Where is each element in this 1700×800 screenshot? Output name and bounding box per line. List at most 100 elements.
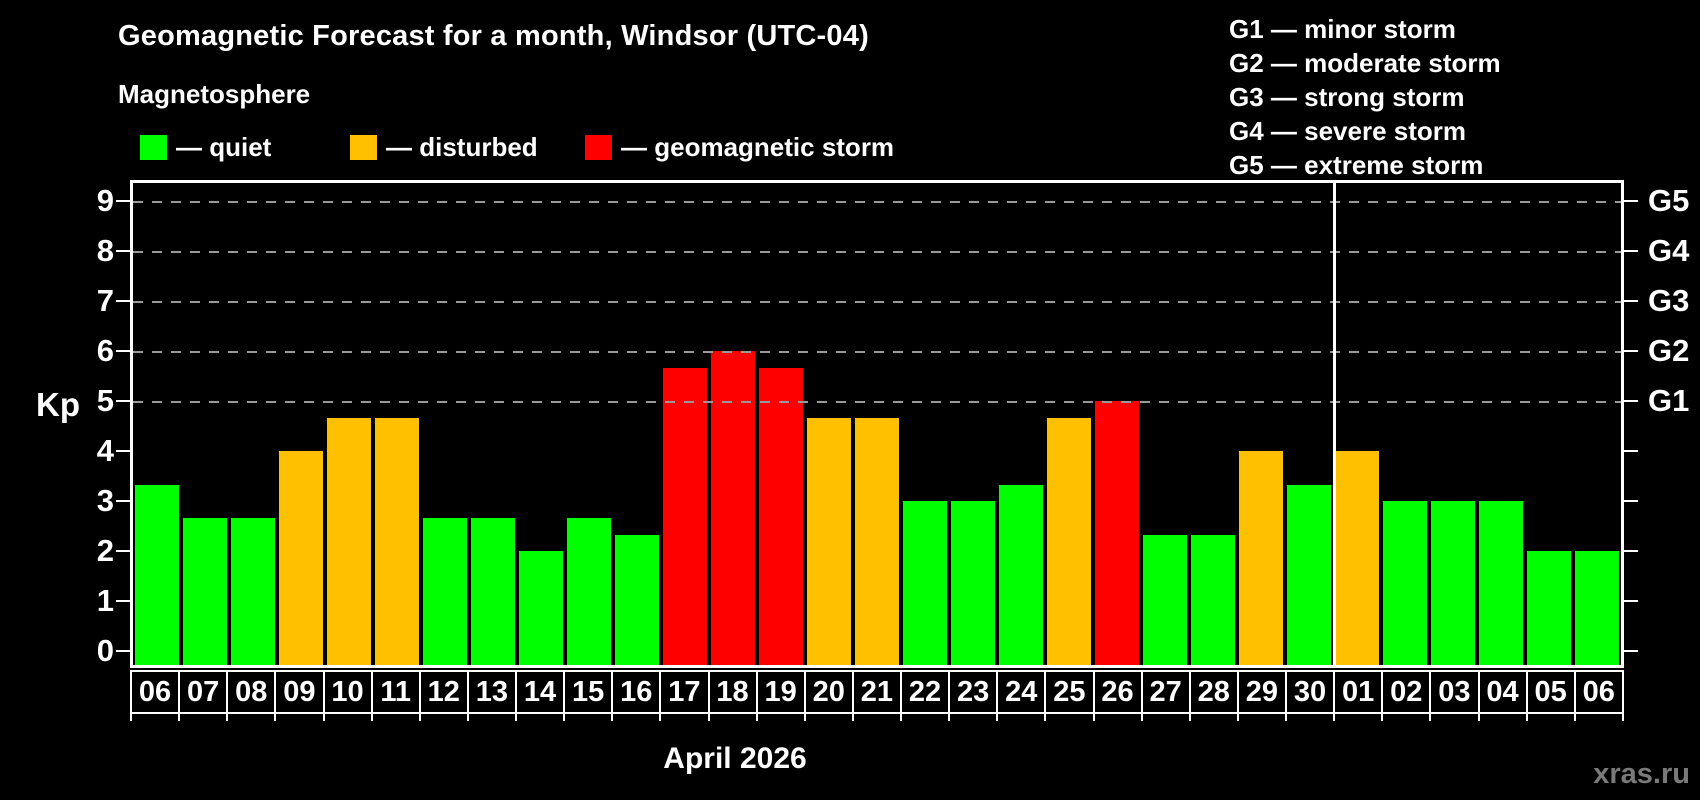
watermark: xras.ru <box>1593 758 1690 790</box>
bar-slot-24 <box>997 183 1045 665</box>
day-label: 25 <box>1044 670 1095 714</box>
day-label: 03 <box>1429 670 1480 714</box>
day-boundary-tick <box>1236 712 1285 721</box>
day-label: 02 <box>1381 670 1432 714</box>
day-boundary-tick <box>755 712 804 721</box>
day-boundary-tick <box>659 712 707 721</box>
kp-bar-10 <box>327 417 371 665</box>
y-axis-label-2: 2 <box>96 533 114 568</box>
day-label: 24 <box>996 670 1047 714</box>
month-separator-line <box>1333 183 1336 665</box>
y-axis-label-3: 3 <box>96 483 114 518</box>
kp-bar-28 <box>1191 534 1235 665</box>
axis-tick <box>1624 400 1638 402</box>
day-boundary-tick <box>1525 712 1574 721</box>
kp-bar-01 <box>1335 451 1379 665</box>
bar-slot-05 <box>1525 183 1573 665</box>
kp-bar-06 <box>135 484 179 665</box>
axis-tick <box>1624 500 1638 502</box>
bar-slot-02 <box>1381 183 1429 665</box>
day-label: 27 <box>1140 670 1191 714</box>
magnetosphere-label: Magnetosphere <box>118 79 311 109</box>
day-label: 26 <box>1092 670 1143 714</box>
day-label: 04 <box>1477 670 1528 714</box>
kp-bar-16 <box>615 534 659 665</box>
day-label: 23 <box>948 670 999 714</box>
day-boundary-tick <box>226 712 274 721</box>
gridline-kp-5 <box>133 401 1621 403</box>
day-label: 01 <box>1333 670 1384 714</box>
day-label: 09 <box>274 670 325 714</box>
bar-slot-06 <box>1573 183 1621 665</box>
g4-legend-line: G4 — severe storm <box>1229 116 1467 146</box>
kp-bar-24 <box>999 484 1043 665</box>
axis-tick <box>116 400 130 402</box>
day-boundary-tick <box>996 712 1044 721</box>
day-boundary-tick <box>1092 712 1141 721</box>
day-label: 30 <box>1285 670 1336 714</box>
kp-bar-27 <box>1143 534 1187 665</box>
day-boundary-tick <box>515 712 563 721</box>
kp-bar-08 <box>231 517 275 665</box>
day-boundary-tick <box>466 712 515 721</box>
bar-slot-03 <box>1429 183 1477 665</box>
quiet-legend-label: — quiet <box>176 132 272 162</box>
g-axis-label-G2: G2 <box>1648 333 1690 368</box>
disturbed-legend-swatch <box>350 135 377 160</box>
kp-bar-19 <box>759 367 803 665</box>
y-axis-label-5: 5 <box>96 383 114 418</box>
bar-slot-17 <box>661 183 709 665</box>
bar-slot-14 <box>517 183 565 665</box>
bar-slot-18 <box>709 183 757 665</box>
day-boundary-tick <box>611 712 659 721</box>
axis-tick <box>116 200 130 202</box>
bar-slot-12 <box>421 183 469 665</box>
kp-bar-05 <box>1527 551 1571 665</box>
bar-slot-26 <box>1093 183 1141 665</box>
bar-slot-06 <box>133 183 181 665</box>
kp-bar-26 <box>1095 401 1139 665</box>
y-axis-label-8: 8 <box>96 233 114 268</box>
g3-legend-line: G3 — strong storm <box>1229 82 1465 112</box>
kp-bar-23 <box>951 501 995 665</box>
axis-tick <box>116 650 130 652</box>
bar-slot-25 <box>1045 183 1093 665</box>
axis-tick <box>1624 550 1638 552</box>
gridline-kp-7 <box>133 301 1621 303</box>
kp-bar-09 <box>279 451 323 665</box>
bar-slot-23 <box>949 183 997 665</box>
kp-bar-30 <box>1287 484 1331 665</box>
axis-tick <box>1624 300 1638 302</box>
day-boundary-tick <box>418 712 467 721</box>
day-label: 12 <box>418 670 469 714</box>
axis-tick <box>1624 600 1638 602</box>
day-label: 20 <box>803 670 854 714</box>
day-label: 15 <box>563 670 614 714</box>
y-axis-label-9: 9 <box>96 183 114 218</box>
day-label: 07 <box>178 670 229 714</box>
kp-bar-06 <box>1575 551 1619 665</box>
day-boundary-tick <box>707 712 756 721</box>
g5-legend-line: G5 — extreme storm <box>1229 150 1484 180</box>
g-axis-label-G5: G5 <box>1648 183 1690 218</box>
gridline-kp-6 <box>133 351 1621 353</box>
day-boundary-tick <box>178 712 226 721</box>
bar-slot-04 <box>1477 183 1525 665</box>
kp-bar-15 <box>567 517 611 665</box>
day-boundary-tick <box>1573 712 1622 721</box>
plot-area <box>130 180 1624 668</box>
day-label: 29 <box>1236 670 1287 714</box>
day-label: 18 <box>707 670 758 714</box>
kp-bar-04 <box>1479 501 1523 665</box>
axis-tick <box>116 250 130 252</box>
kp-bar-22 <box>903 501 947 665</box>
kp-bar-11 <box>375 417 419 665</box>
day-boundary-tick <box>1333 712 1381 721</box>
quiet-legend-swatch <box>140 135 167 160</box>
day-boundary-tick <box>1044 712 1092 721</box>
day-boundary-tick <box>851 712 900 721</box>
axis-tick <box>1624 350 1638 352</box>
day-label: 13 <box>466 670 517 714</box>
day-boundary-tick <box>370 712 419 721</box>
bar-slot-27 <box>1141 183 1189 665</box>
